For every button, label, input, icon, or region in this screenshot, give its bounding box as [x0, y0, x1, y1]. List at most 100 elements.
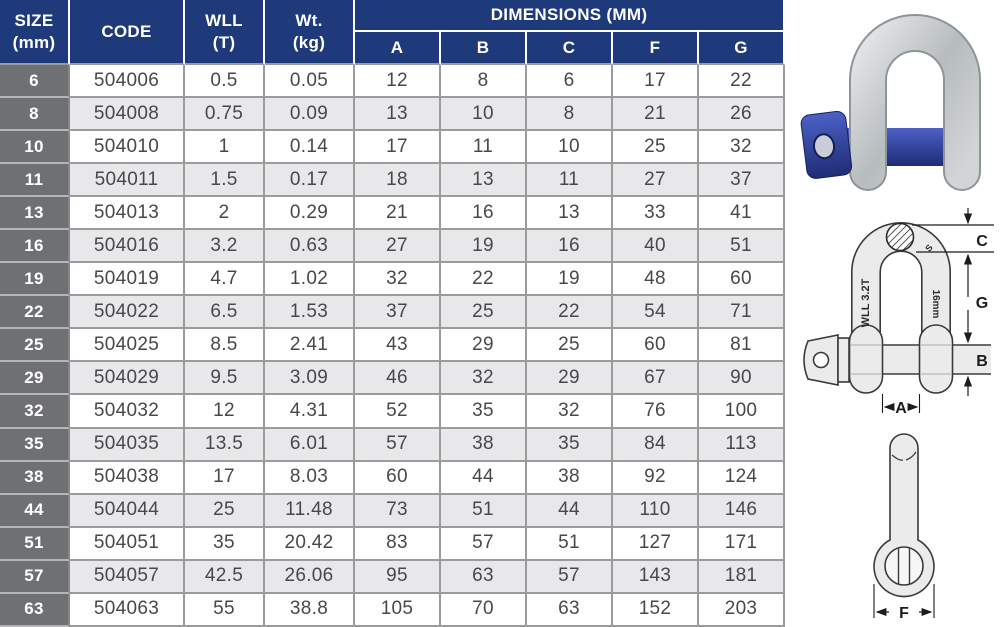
dimension-label-c: C: [976, 233, 988, 250]
dimension-label-f: F: [899, 605, 909, 622]
table-row: 29 504029 9.5 3.09 46 32 29 67 90: [0, 362, 786, 396]
dim-a-cell: 12: [355, 65, 441, 99]
size-cell: 35: [0, 428, 70, 462]
dim-g-cell: 171: [699, 527, 786, 561]
dim-f-cell: 76: [613, 395, 699, 429]
diagram-size-text: 16mm: [930, 290, 941, 319]
code-cell: 504032: [70, 395, 185, 429]
dim-f-cell: 33: [613, 197, 699, 231]
wt-cell: 0.17: [265, 164, 355, 198]
dim-f-cell: 110: [613, 494, 699, 528]
dim-c-cell: 16: [527, 230, 613, 264]
dim-a-cell: 43: [355, 329, 441, 363]
table-row: 16 504016 3.2 0.63 27 19 16 40 51: [0, 230, 786, 264]
wll-cell: 13.5: [185, 428, 265, 462]
wt-cell: 1.02: [265, 263, 355, 297]
wt-cell: 0.63: [265, 230, 355, 264]
header-dim-f: F: [613, 32, 699, 65]
table-row: 13 504013 2 0.29 21 16 13 33 41: [0, 197, 786, 231]
table-row: 51 504051 35 20.42 83 57 51 127 171: [0, 527, 786, 561]
dim-g-cell: 181: [699, 560, 786, 594]
dim-c-cell: 44: [527, 494, 613, 528]
header-dim-c: C: [527, 32, 613, 65]
size-cell: 32: [0, 395, 70, 429]
header-dim-a: A: [355, 32, 441, 65]
size-cell: 63: [0, 593, 70, 627]
table-row: 10 504010 1 0.14 17 11 10 25 32: [0, 131, 786, 165]
dim-c-cell: 13: [527, 197, 613, 231]
dim-c-cell: 10: [527, 131, 613, 165]
dim-g-cell: 81: [699, 329, 786, 363]
dim-b-cell: 63: [441, 560, 527, 594]
dim-a-cell: 37: [355, 296, 441, 330]
table-row: 8 504008 0.75 0.09 13 10 8 21 26: [0, 98, 786, 132]
size-cell: 11: [0, 164, 70, 198]
wll-cell: 55: [185, 593, 265, 627]
wll-cell: 42.5: [185, 560, 265, 594]
dim-a-cell: 95: [355, 560, 441, 594]
dim-b-cell: 51: [441, 494, 527, 528]
dim-c-cell: 8: [527, 98, 613, 132]
dim-a-cell: 17: [355, 131, 441, 165]
table-body: 6 504006 0.5 0.05 12 8 6 17 22 8 504008 0.75 0.09 13 1…: [0, 65, 786, 627]
dim-c-cell: 6: [527, 65, 613, 99]
wll-cell: 12: [185, 395, 265, 429]
table-header: SIZE (mm) CODE WLL (T) Wt. (kg) DIMENSIO…: [0, 0, 786, 65]
wt-cell: 8.03: [265, 461, 355, 495]
wll-cell: 6.5: [185, 296, 265, 330]
dim-g-cell: 71: [699, 296, 786, 330]
wt-cell: 0.05: [265, 65, 355, 99]
dim-c-cell: 63: [527, 593, 613, 627]
wll-cell: 1: [185, 131, 265, 165]
diagram-left-boss: [848, 324, 884, 394]
dim-f-cell: 152: [613, 593, 699, 627]
table-row: 57 504057 42.5 26.06 95 63 57 143 181: [0, 560, 786, 594]
wll-cell: 25: [185, 494, 265, 528]
wll-cell: 9.5: [185, 362, 265, 396]
dim-c-cell: 25: [527, 329, 613, 363]
dim-c-cell: 35: [527, 428, 613, 462]
dim-c-cell: 57: [527, 560, 613, 594]
code-cell: 504010: [70, 131, 185, 165]
wt-cell: 26.06: [265, 560, 355, 594]
dimension-label-g: G: [976, 295, 988, 312]
wll-cell: 17: [185, 461, 265, 495]
dim-f-cell: 127: [613, 527, 699, 561]
wll-cell: 1.5: [185, 164, 265, 198]
shackle-photo: [800, 14, 981, 191]
code-cell: 504038: [70, 461, 185, 495]
dim-c-cell: 11: [527, 164, 613, 198]
dim-b-cell: 22: [441, 263, 527, 297]
wll-cell: 4.7: [185, 263, 265, 297]
dim-b-cell: 35: [441, 395, 527, 429]
code-cell: 504006: [70, 65, 185, 99]
size-cell: 10: [0, 131, 70, 165]
dim-f-cell: 40: [613, 230, 699, 264]
dim-g-cell: 37: [699, 164, 786, 198]
dim-c-cell: 29: [527, 362, 613, 396]
code-cell: 504013: [70, 197, 185, 231]
dim-g-cell: 90: [699, 362, 786, 396]
diagram-right-boss: [918, 324, 954, 394]
dim-f-cell: 67: [613, 362, 699, 396]
shackle-side-diagram: F: [873, 433, 935, 622]
code-cell: 504022: [70, 296, 185, 330]
dim-g-cell: 32: [699, 131, 786, 165]
table-row: 35 504035 13.5 6.01 57 38 35 84 113: [0, 428, 786, 462]
dim-g-cell: 51: [699, 230, 786, 264]
diagram-pin-head: [803, 334, 850, 386]
dim-b-cell: 29: [441, 329, 527, 363]
header-code: CODE: [70, 0, 185, 65]
code-cell: 504029: [70, 362, 185, 396]
diagram-stamp-s: S: [923, 242, 935, 253]
figure-panel: WLL 3.2T 16mm S C G B: [785, 0, 1000, 627]
dimension-label-a: A: [895, 400, 907, 417]
side-eye: [884, 546, 924, 586]
dim-c-cell: 38: [527, 461, 613, 495]
header-dimensions: DIMENSIONS (MM): [355, 0, 786, 32]
wt-cell: 1.53: [265, 296, 355, 330]
shackle-front-diagram: WLL 3.2T 16mm S C G B: [803, 208, 994, 417]
table-row: 44 504044 25 11.48 73 51 44 110 146: [0, 494, 786, 528]
table-row: 19 504019 4.7 1.02 32 22 19 48 60: [0, 263, 786, 297]
wt-cell: 6.01: [265, 428, 355, 462]
